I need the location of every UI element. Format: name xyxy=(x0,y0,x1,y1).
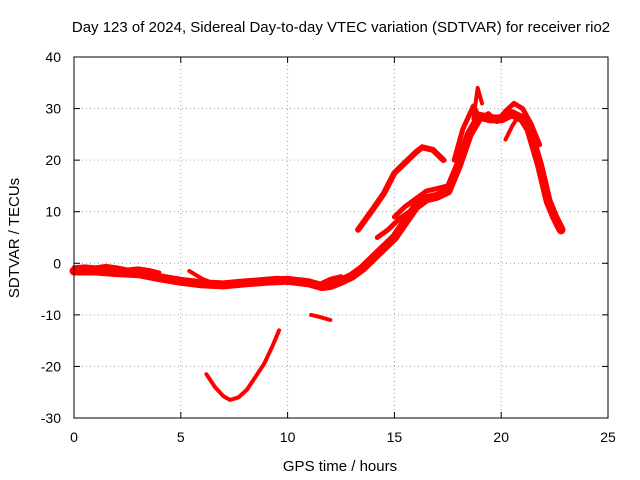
series-segment-c xyxy=(355,144,447,233)
axis-ticks: 0 5 10 15 20 25 -30 -20 -10 0 10 20 30 40 xyxy=(41,49,616,445)
y-tick-label: -10 xyxy=(41,307,61,323)
plot-frame xyxy=(73,56,609,419)
x-axis-label: GPS time / hours xyxy=(283,458,397,475)
series-segment-g xyxy=(471,85,484,121)
x-tick-label: 5 xyxy=(177,429,185,445)
grid xyxy=(74,57,608,418)
series-segment-e xyxy=(374,201,423,240)
chart-title: Day 123 of 2024, Sidereal Day-to-day VTE… xyxy=(72,19,610,36)
series-segment-a xyxy=(72,263,162,275)
y-tick-label: 40 xyxy=(45,49,61,65)
y-tick-label: 0 xyxy=(53,255,61,271)
y-tick-label: 20 xyxy=(45,152,61,168)
series-arc xyxy=(204,328,282,402)
y-tick-label: 10 xyxy=(45,204,61,220)
y-tick-label: 30 xyxy=(45,101,61,117)
y-tick-label: -20 xyxy=(41,358,61,374)
x-tick-label: 25 xyxy=(600,429,616,445)
x-tick-label: 0 xyxy=(70,429,78,445)
x-tick-label: 10 xyxy=(280,429,296,445)
series-segment-f xyxy=(451,100,543,163)
y-tick-label: -30 xyxy=(41,410,61,426)
x-tick-label: 20 xyxy=(493,429,509,445)
data-series xyxy=(69,85,566,402)
series-segment-b xyxy=(187,269,343,289)
series-segment-h xyxy=(503,114,534,142)
y-axis-label: SDTVAR / TECUs xyxy=(6,178,23,298)
x-tick-label: 15 xyxy=(387,429,403,445)
series-segment-d xyxy=(391,183,451,220)
series-short-dash xyxy=(309,312,333,322)
series-main-band xyxy=(69,109,566,291)
